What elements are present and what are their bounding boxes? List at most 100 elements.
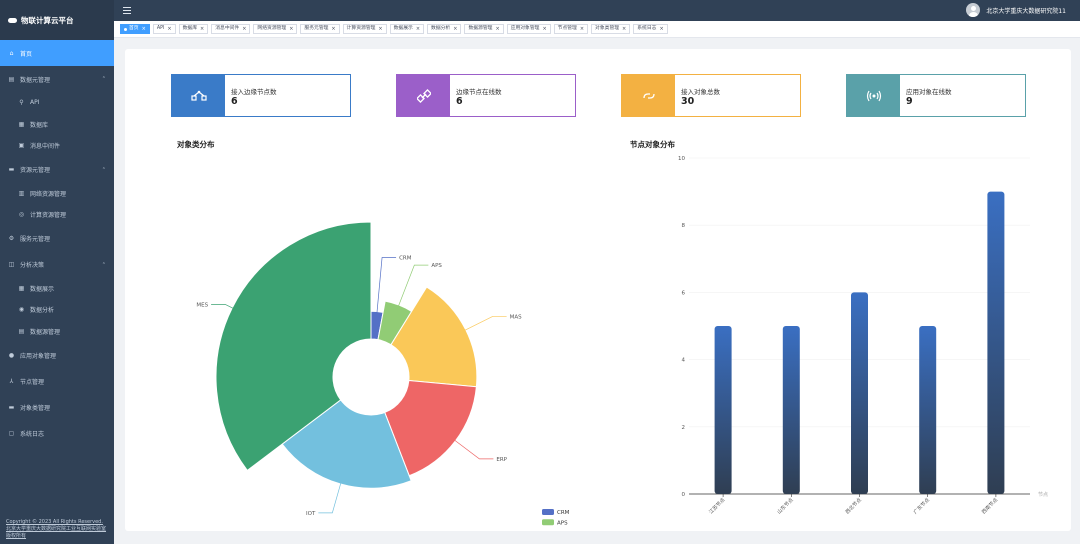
legend-swatch[interactable] [542, 509, 554, 515]
hamburger-icon[interactable] [123, 7, 131, 14]
pie-slice-mes[interactable] [215, 221, 372, 472]
pie-leader-line [211, 303, 240, 312]
tag-10[interactable]: 应用对象管理 × [506, 24, 551, 34]
tag-8[interactable]: 数据分析 × [427, 24, 462, 34]
sidebar-item-6[interactable]: ▥ 网络资源管理 [0, 183, 114, 205]
sidebar-item-9[interactable]: ◫ 分析决策 ⌃ [0, 252, 114, 278]
close-icon[interactable]: × [622, 26, 627, 32]
chevron-up-icon: ⌃ [101, 76, 106, 82]
bar-4[interactable] [987, 191, 1005, 494]
pie-label: CRM [399, 256, 412, 262]
tag-label: 计算资源管理 [346, 26, 376, 31]
sidebar-item-14[interactable]: ⅄ 节点管理 [0, 368, 114, 394]
tag-label: 网络资源管理 [257, 26, 287, 31]
db-icon: ▦ [18, 120, 25, 128]
sidebar-item-2[interactable]: ⚲ API [0, 92, 114, 114]
tag-12[interactable]: 对象类管理 × [591, 24, 631, 34]
copyright: Copyright © 2023 All Rights Reserved. 北京… [6, 519, 110, 540]
tag-6[interactable]: 计算资源管理 × [342, 24, 387, 34]
close-icon[interactable]: × [453, 26, 458, 32]
x-tick-label: 江苏节点 [707, 496, 726, 515]
close-icon[interactable]: × [495, 26, 500, 32]
user-name: 北京大学重庆大数据研究院11 [986, 7, 1066, 15]
sidebar-item-16[interactable]: ▢ 系统日志 [0, 420, 114, 446]
pie-slice-erp[interactable] [384, 379, 477, 477]
close-icon[interactable]: × [141, 26, 146, 32]
close-icon[interactable]: × [289, 26, 294, 32]
cloud-icon [8, 17, 17, 23]
tag-3[interactable]: 消息中间件 × [211, 24, 251, 34]
user-menu[interactable]: 北京大学重庆大数据研究院11 [966, 3, 1066, 17]
tag-0[interactable]: 首页 × [120, 24, 150, 34]
sidebar-item-10[interactable]: ▦ 数据展示 [0, 278, 114, 300]
sidebar-item-label: 数据库 [30, 121, 49, 129]
avatar[interactable] [966, 3, 981, 17]
database-icon: ▤ [8, 75, 15, 83]
legend-label[interactable]: CRM [557, 510, 570, 516]
bar-2[interactable] [851, 292, 868, 494]
home-icon: ⌂ [9, 49, 14, 57]
close-icon[interactable]: × [579, 26, 585, 32]
close-icon[interactable]: × [242, 26, 247, 32]
sidebar-item-label: 计算资源管理 [30, 212, 67, 220]
x-tick-label: 广东节点 [912, 496, 931, 515]
sidebar-item-3[interactable]: ▦ 数据库 [0, 114, 114, 136]
y-tick-label: 0 [682, 492, 686, 498]
tag-label: 服务元管理 [304, 26, 329, 31]
close-icon[interactable]: × [542, 26, 547, 32]
sidebar-item-0[interactable]: ⌂ 首页 [0, 40, 114, 66]
y-tick-label: 4 [682, 358, 686, 364]
bar-chart-title: 节点对象分布 [630, 140, 675, 149]
sidebar-item-label: 对象类管理 [20, 404, 51, 412]
tag-label: 节点管理 [557, 26, 577, 31]
pie-chart-title: 对象类分布 [177, 140, 215, 149]
sidebar-item-5[interactable]: ▬ 资源元管理 ⌃ [0, 157, 114, 183]
sidebar-item-label: 服务元管理 [20, 236, 51, 243]
stat-card-label: 应用对象在线数 [906, 88, 952, 96]
sidebar-item-11[interactable]: ◉ 数据分析 [0, 299, 114, 321]
y-tick-label: 10 [678, 156, 685, 162]
network-icon: ▥ [18, 189, 25, 197]
sidebar-item-15[interactable]: ▬ 对象类管理 [0, 394, 114, 420]
close-icon[interactable]: × [659, 26, 664, 32]
active-dot-icon [124, 27, 127, 31]
sidebar-item-label: 系统日志 [20, 430, 45, 438]
sidebar-item-7[interactable]: ◎ 计算资源管理 [0, 204, 114, 226]
tag-5[interactable]: 服务元管理 × [300, 24, 340, 34]
bar-1[interactable] [782, 326, 800, 494]
close-icon[interactable]: × [167, 26, 172, 32]
x-tick-label: 山东节点 [776, 496, 795, 515]
legend-label[interactable]: APS [557, 520, 568, 526]
app-logo[interactable]: 物联计算云平台 [0, 0, 114, 40]
bar-0[interactable] [714, 326, 732, 494]
message-icon: ▣ [18, 142, 25, 150]
tag-1[interactable]: API × [152, 24, 176, 34]
sidebar-item-label: 分析决策 [20, 262, 45, 269]
sidebar-item-1[interactable]: ▤ 数据元管理 ⌃ [0, 66, 114, 92]
sidebar-item-label: 数据展示 [30, 285, 55, 293]
close-icon[interactable]: × [378, 26, 383, 32]
tag-2[interactable]: 数据库 × [178, 24, 209, 34]
tag-13[interactable]: 系统日志 × [633, 24, 668, 34]
sidebar-menu: ⌂ 首页 ▤ 数据元管理 ⌃ ⚲ API ▦ 数据库 ▣ 消息中间件 ▬ 资源元管理 ⌃ ▥ 网络资源管理 ◎ 计… [0, 40, 114, 446]
pie-leader-line [376, 257, 397, 315]
tag-7[interactable]: 数据展示 × [389, 24, 425, 34]
legend-swatch[interactable] [542, 519, 554, 526]
pie-label: MAS [510, 314, 523, 320]
sidebar-item-4[interactable]: ▣ 消息中间件 [0, 135, 114, 157]
pie-slice-iot[interactable] [281, 399, 412, 489]
sidebar-item-13[interactable]: ● 应用对象管理 [0, 342, 114, 368]
sidebar-item-8[interactable]: ⚙ 服务元管理 [0, 226, 114, 252]
bar-3[interactable] [919, 326, 937, 494]
sidebar-item-12[interactable]: ▤ 数据源管理 [0, 321, 114, 343]
tag-9[interactable]: 数据源管理 × [464, 24, 504, 34]
close-icon[interactable]: × [200, 26, 205, 32]
pie-slice-mas[interactable] [390, 286, 478, 388]
tag-4[interactable]: 网络资源管理 × [253, 24, 298, 34]
tag-label: 首页 [129, 26, 139, 31]
close-icon[interactable]: × [415, 26, 421, 32]
tag-11[interactable]: 节点管理 × [553, 24, 589, 34]
close-icon[interactable]: × [331, 26, 336, 32]
object-link-icon [622, 75, 675, 116]
sidebar-item-label: 网络资源管理 [30, 190, 67, 198]
